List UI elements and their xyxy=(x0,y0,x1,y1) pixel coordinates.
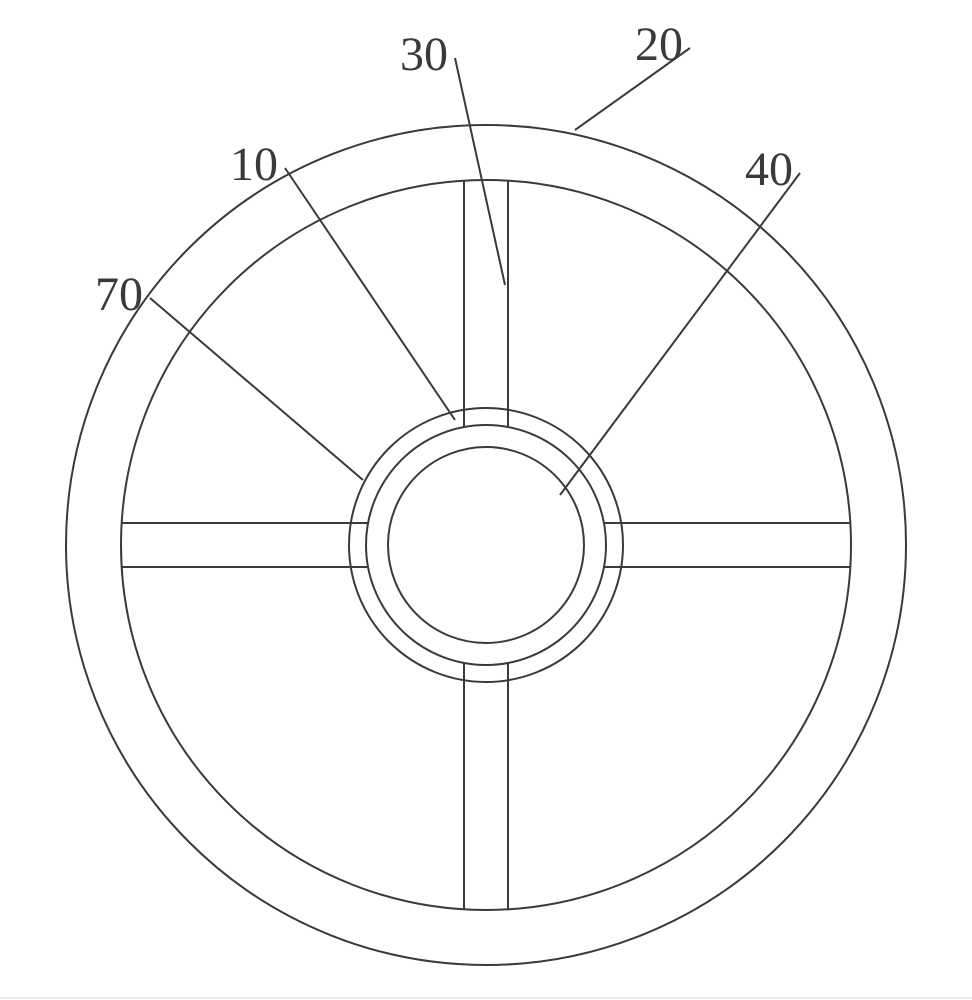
callout-label-20: 20 xyxy=(635,18,683,71)
hub-circle-middle xyxy=(366,425,606,665)
callout-label-10: 10 xyxy=(230,138,278,191)
hub-circle-inner xyxy=(388,447,584,643)
outer-ring-inner xyxy=(121,180,851,910)
leader-line-40 xyxy=(560,173,800,495)
callout-label-30: 30 xyxy=(400,28,448,81)
leader-line-30 xyxy=(455,58,505,285)
outer-ring-outer xyxy=(66,125,906,965)
callout-label-40: 40 xyxy=(745,143,793,196)
leader-line-70 xyxy=(150,298,363,480)
diagram-svg: 20 30 10 40 70 xyxy=(0,0,972,1000)
callout-label-70: 70 xyxy=(95,268,143,321)
hub-circle-outer xyxy=(349,408,623,682)
leader-line-10 xyxy=(285,168,455,420)
